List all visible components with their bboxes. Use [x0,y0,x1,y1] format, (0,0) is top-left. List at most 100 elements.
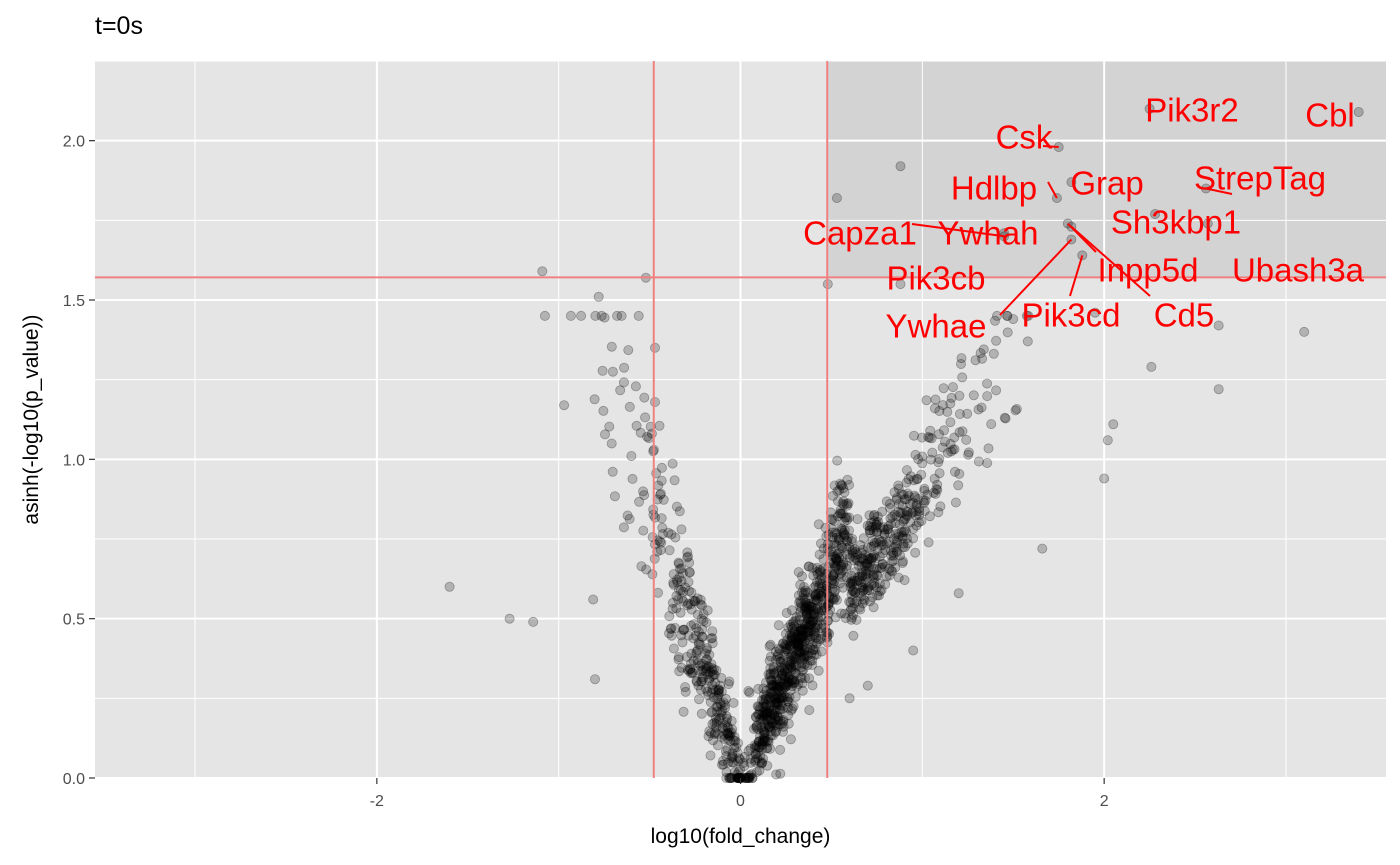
data-point [674,558,685,569]
data-point [787,703,798,714]
data-point [893,572,904,583]
data-point [852,576,863,587]
data-point [823,561,834,572]
data-point [821,583,832,594]
data-point [813,634,824,645]
data-point [846,536,857,547]
data-point [772,683,783,694]
data-point [723,728,734,739]
data-point [810,595,821,606]
data-point [665,624,676,635]
data-point [828,578,839,589]
data-point [812,588,823,599]
data-point [701,660,712,671]
data-point [835,508,846,519]
data-point [810,591,821,602]
data-point [721,717,732,728]
data-point [847,579,858,590]
data-point [784,640,795,651]
data-point [1102,435,1113,446]
data-point [785,641,796,652]
data-point [937,442,948,453]
data-point [832,549,843,560]
data-point [898,516,909,527]
data-point [775,768,786,779]
data-point [910,492,921,503]
data-point [770,679,781,690]
data-point [742,773,753,784]
data-point [844,512,855,523]
data-point [752,747,763,758]
data-point [790,651,801,662]
data-point [830,612,841,623]
data-point [799,659,810,670]
gene-label-pik3cb: Pik3cb [886,260,985,297]
data-point [885,513,896,524]
data-point [774,704,785,715]
data-point [695,639,706,650]
data-point [678,586,689,597]
data-point [830,551,841,562]
data-point [685,664,696,675]
data-point [733,766,744,777]
data-point [806,620,817,631]
data-point [770,646,781,657]
data-point [786,649,797,660]
data-point [765,688,776,699]
data-point [722,728,733,739]
data-point [868,511,879,522]
data-point [771,681,782,692]
data-point [734,773,745,784]
data-point [1010,405,1021,416]
data-point [813,592,824,603]
data-point [799,645,810,656]
data-point [821,602,832,613]
data-point [795,633,806,644]
data-point [618,377,629,388]
data-point [808,615,819,626]
data-point [795,579,806,590]
data-point [697,631,708,642]
data-point [866,517,877,528]
data-point [790,638,801,649]
data-point [862,520,873,531]
data-point [799,651,810,662]
data-point [745,757,756,768]
data-point [877,506,888,517]
data-point [694,694,705,705]
data-point [761,743,772,754]
data-point [809,589,820,600]
data-point [847,533,858,544]
data-point [752,741,763,752]
data-point [1353,107,1364,118]
data-point [953,588,964,599]
data-point [880,561,891,572]
data-point [758,734,769,745]
data-point [753,742,764,753]
data-point [684,586,695,597]
data-point [715,712,726,723]
data-point [719,734,730,745]
data-point [926,433,937,444]
data-point [674,666,685,677]
data-point [796,653,807,664]
data-point [723,734,734,745]
data-point [634,496,645,507]
data-point [778,678,789,689]
data-point [782,694,793,705]
data-point [678,706,689,717]
data-point [759,709,770,720]
data-point [674,572,685,583]
data-point [630,381,641,392]
data-point [785,675,796,686]
data-point [683,598,694,609]
data-point [763,719,774,730]
data-point [782,635,793,646]
data-point [919,497,930,508]
data-point [636,561,647,572]
data-point [792,631,803,642]
data-point [922,489,933,500]
data-point [774,681,785,692]
data-point [734,753,745,764]
data-point [639,490,650,501]
